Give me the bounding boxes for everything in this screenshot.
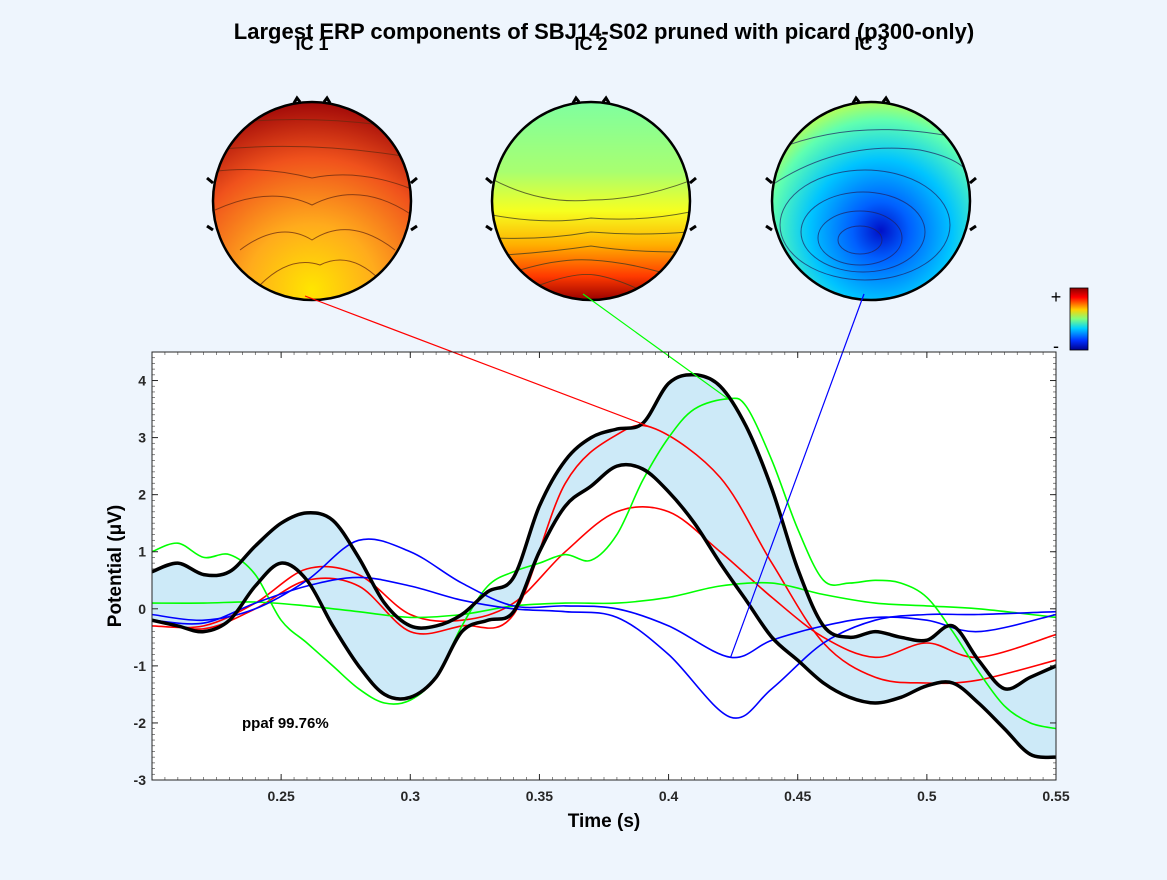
envelope-lower-line xyxy=(152,462,1056,760)
x-tick-label: 0.4 xyxy=(659,788,679,804)
connector-line-3 xyxy=(730,293,865,658)
envelope-layer xyxy=(152,374,1056,758)
head-scalp-ic3 xyxy=(772,102,970,300)
series-line-6 xyxy=(152,576,1056,719)
y-tick-label: 3 xyxy=(138,430,146,446)
head-label-ic1: IC 1 xyxy=(295,34,328,54)
head-ears-nose-ic2 xyxy=(485,95,697,232)
y-tick-label: 1 xyxy=(138,544,146,560)
head-map-ic3: IC 3 xyxy=(765,34,977,302)
connector-line-1 xyxy=(304,295,656,430)
colorbar-minus-label: - xyxy=(1053,336,1059,356)
head-label-ic2: IC 2 xyxy=(574,34,607,54)
series-line-4 xyxy=(152,581,1056,619)
head-ears-nose-ic3 xyxy=(765,95,977,232)
head-map-ic2: IC 2 xyxy=(485,34,697,302)
colorbar: + - xyxy=(1051,287,1089,356)
ppaf-annotation: ppaf 99.76% xyxy=(242,715,329,732)
x-tick-label: 0.55 xyxy=(1042,788,1069,804)
x-axis-label: Time (s) xyxy=(568,811,641,832)
colorbar-strip xyxy=(1069,287,1089,351)
chart-title: Largest ERP components of SBJ14-S02 prun… xyxy=(234,19,974,44)
x-tick-label: 0.3 xyxy=(401,788,421,804)
axis-ticks: 0.25 0.3 0.35 0.4 0.45 0.5 0.55 -3 -2 -1 0 1 2 3 4 xyxy=(134,352,1070,804)
y-tick-label: 4 xyxy=(138,373,146,389)
head-outline-ic3 xyxy=(770,100,972,302)
connector-line-2 xyxy=(582,293,729,400)
head-map-ic1: IC 1 xyxy=(206,34,418,302)
x-tick-label: 0.25 xyxy=(268,788,295,804)
y-tick-label: -2 xyxy=(134,715,147,731)
series-line-1 xyxy=(152,505,1056,659)
series-line-3 xyxy=(152,397,1056,730)
head-label-ic3: IC 3 xyxy=(854,34,887,54)
x-tick-label: 0.35 xyxy=(526,788,553,804)
x-tick-label: 0.5 xyxy=(917,788,937,804)
envelope-band xyxy=(152,374,1056,758)
contour-lines-ic3 xyxy=(772,129,970,281)
colorbar-plus-label: + xyxy=(1051,287,1062,307)
y-tick-label: 0 xyxy=(138,601,146,617)
y-tick-label: -3 xyxy=(134,772,147,788)
y-tick-label: -1 xyxy=(134,658,147,674)
plot-frame xyxy=(151,351,1057,781)
head-ears-nose-ic1 xyxy=(206,95,418,232)
series-layer xyxy=(152,372,1056,760)
x-tick-label: 0.45 xyxy=(784,788,811,804)
head-scalp-ic1 xyxy=(213,102,411,300)
head-outline-ic1 xyxy=(211,100,413,302)
envelope-upper-line xyxy=(152,372,1056,691)
y-tick-label: 2 xyxy=(138,487,146,503)
y-axis-label: Potential (μV) xyxy=(105,505,126,627)
contour-lines-ic2 xyxy=(492,177,690,291)
contour-lines-ic1 xyxy=(213,119,411,286)
connector-layer xyxy=(304,293,865,658)
